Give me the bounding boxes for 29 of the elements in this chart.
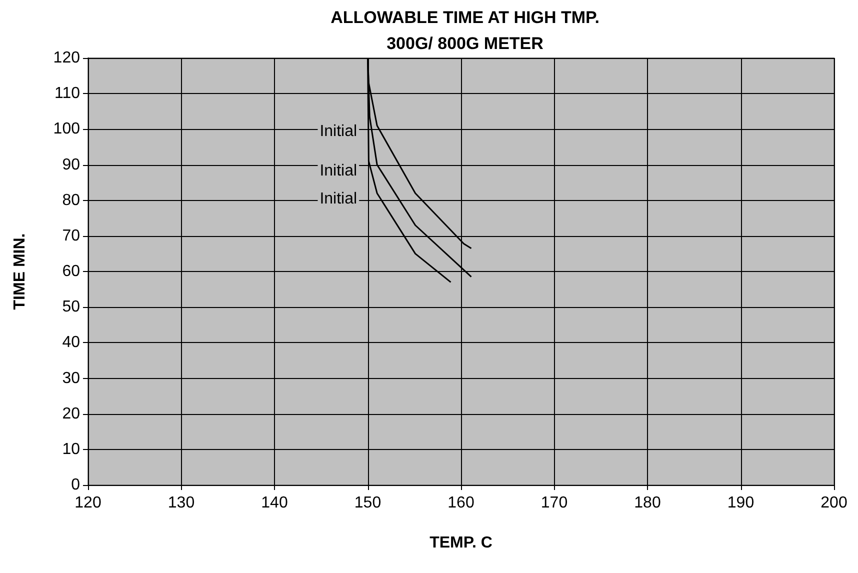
y-axis-title: TIME MIN.: [12, 233, 28, 310]
y-tick-label: 80: [62, 192, 80, 209]
x-tick-label: 150: [354, 494, 382, 512]
y-tick-label: 120: [53, 50, 80, 66]
annotation: Initial: [320, 123, 358, 140]
x-axis-title: TEMP. C: [430, 534, 493, 552]
y-tick-label: 100: [53, 120, 80, 138]
x-tick-label: 120: [74, 494, 102, 512]
y-tick-label: 50: [62, 298, 80, 316]
chart-title: ALLOWABLE TIME AT HIGH TMP.: [330, 8, 600, 27]
annotation: Initial: [320, 162, 358, 180]
y-tick-label: 30: [62, 370, 80, 387]
chart-subtitle: 300G/ 800G METER: [386, 34, 544, 53]
x-tick-label: 190: [727, 494, 754, 512]
x-tick-label: 170: [540, 494, 568, 512]
x-tick-label: 140: [261, 494, 288, 512]
y-tick-label: 0: [71, 476, 80, 494]
y-tick-label: 60: [62, 263, 80, 280]
x-tick-label: 160: [448, 494, 474, 512]
y-tick-label: 10: [62, 440, 80, 458]
x-tick-label: 180: [634, 494, 661, 512]
y-tick-label: 70: [62, 227, 80, 244]
y-tick-label: 110: [54, 85, 80, 102]
x-tick-label: 130: [168, 494, 195, 512]
x-tick-label: 200: [820, 494, 848, 512]
y-tick-label: 90: [62, 156, 80, 174]
annotation: Initial: [320, 190, 358, 208]
y-tick-label: 40: [62, 334, 80, 352]
y-tick-label: 20: [62, 405, 80, 422]
